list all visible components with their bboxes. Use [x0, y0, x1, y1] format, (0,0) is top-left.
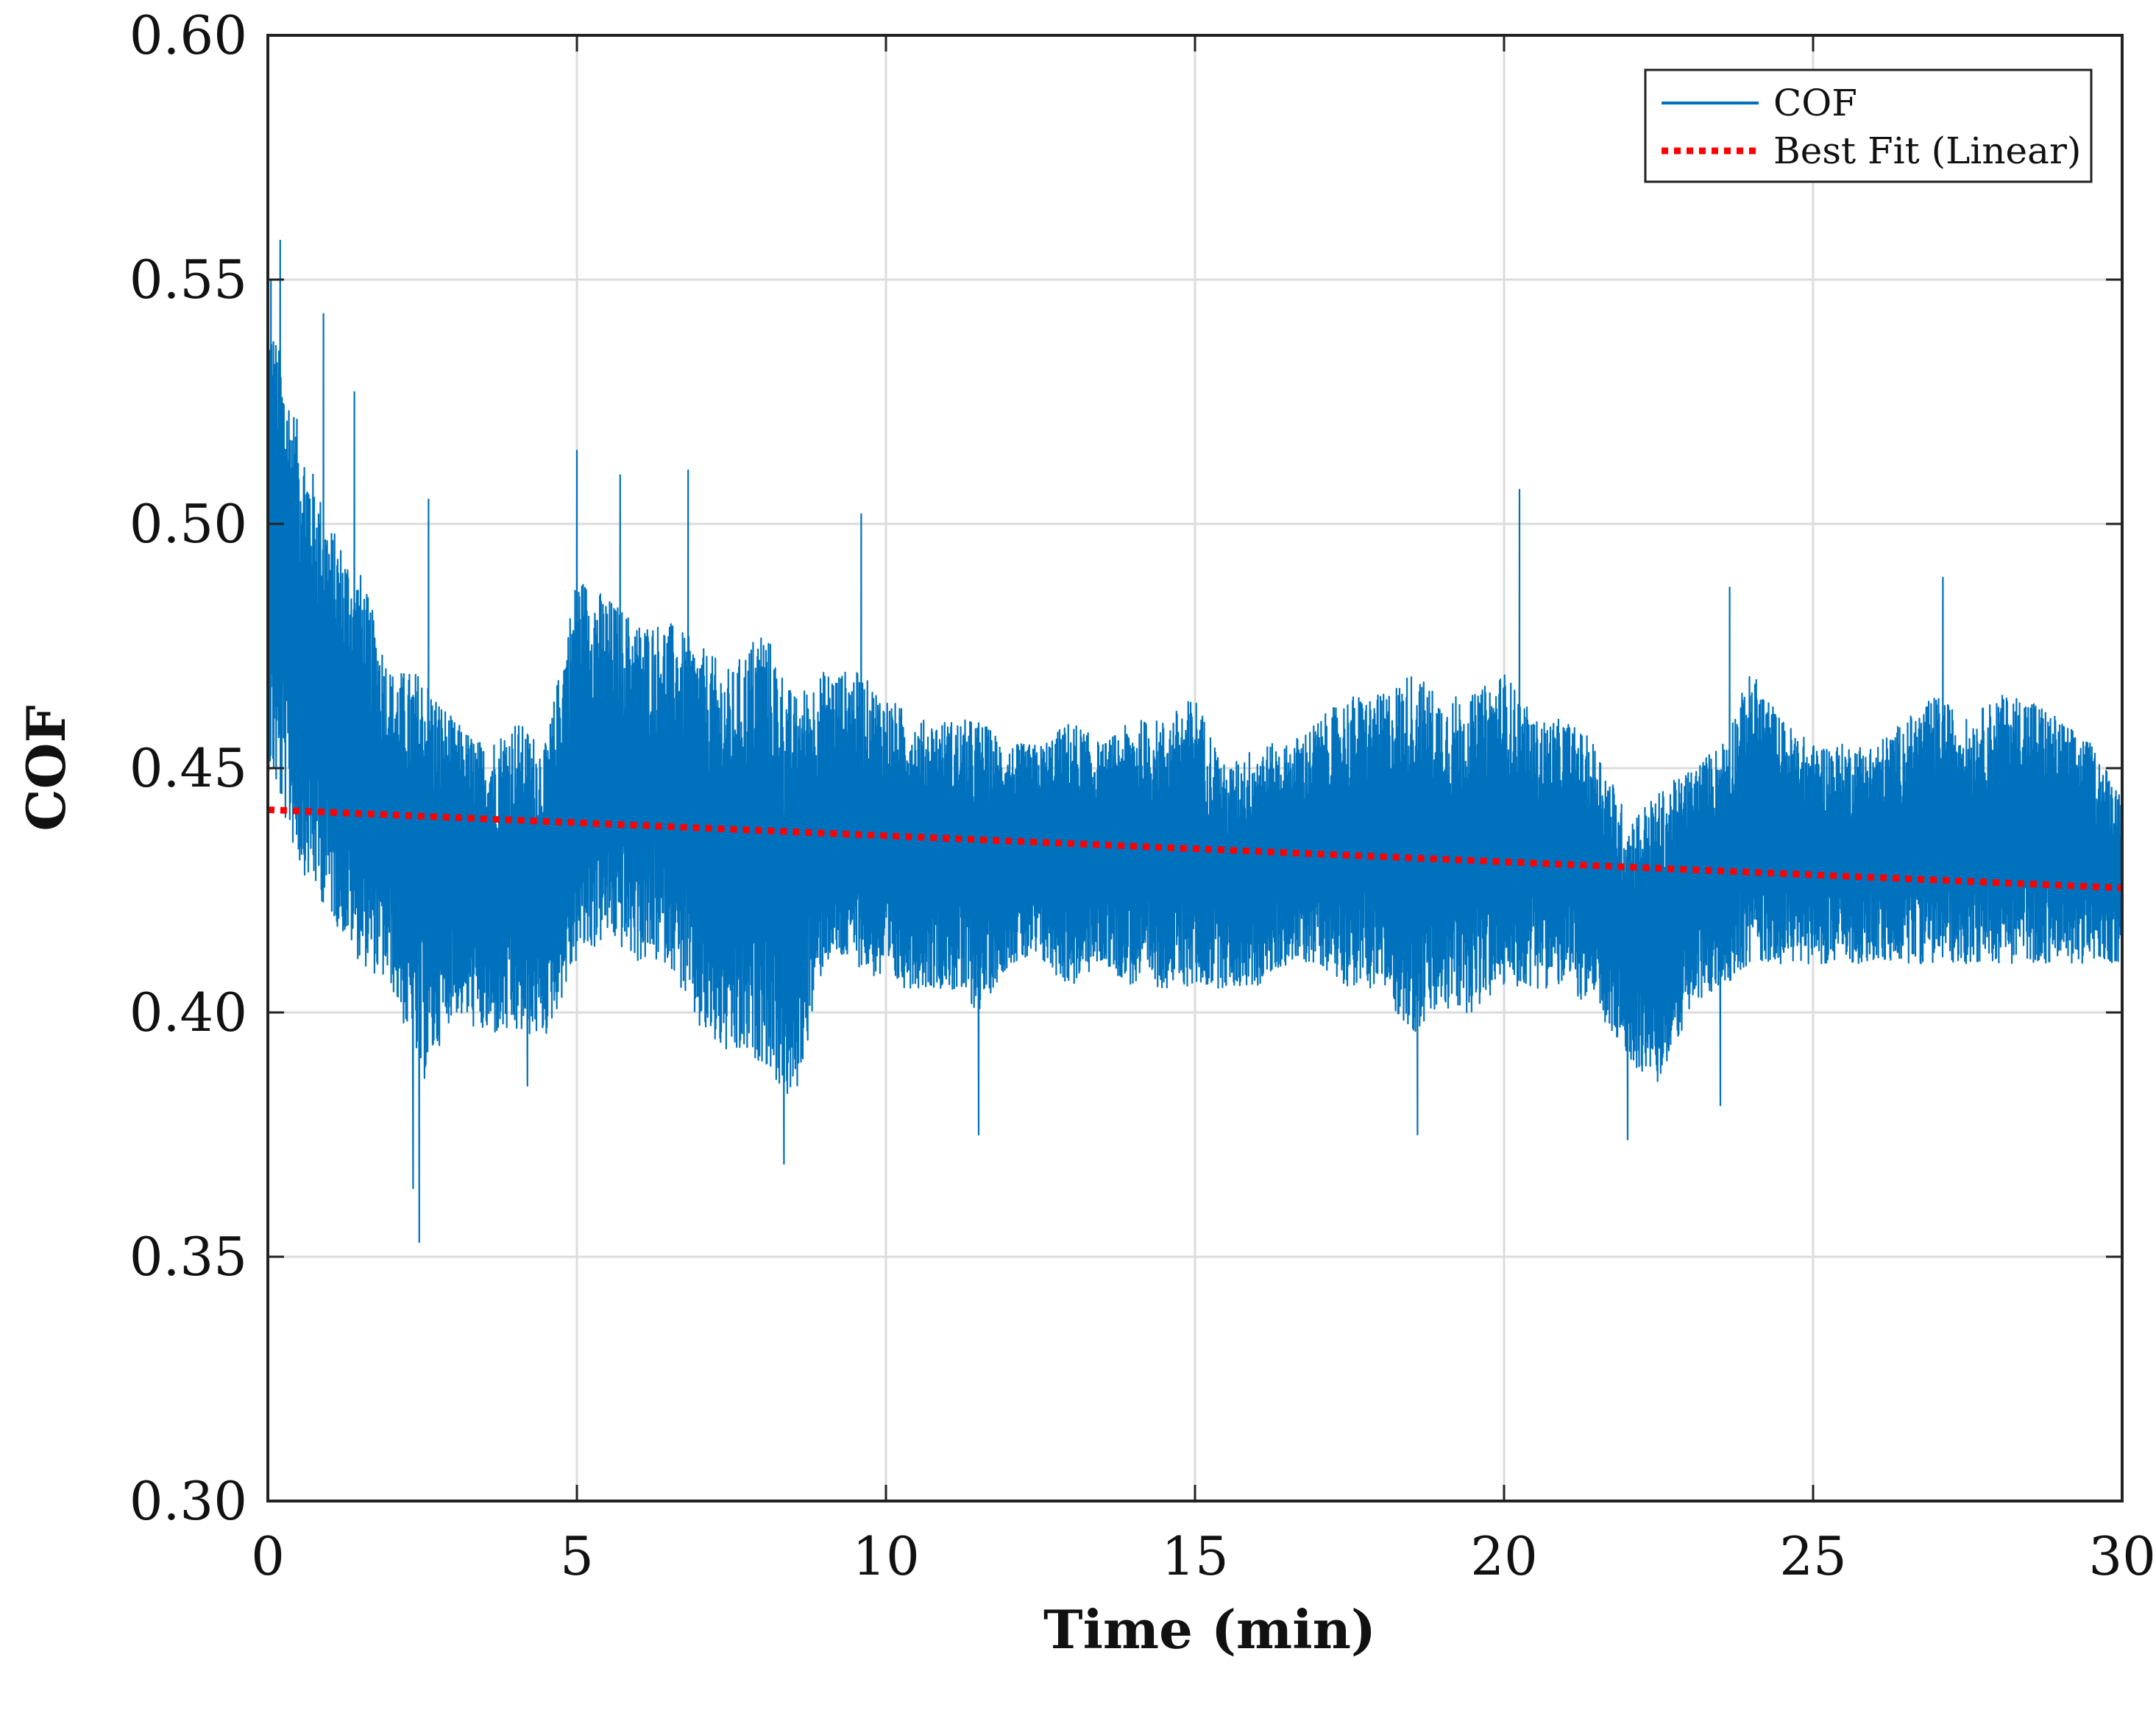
- y-tick-label: 0.40: [130, 982, 247, 1043]
- x-tick-label: 0: [251, 1525, 285, 1587]
- legend: COF Best Fit (Linear): [1644, 68, 2093, 183]
- fit-layer: [268, 806, 2122, 892]
- y-tick-label: 0.50: [130, 493, 247, 555]
- legend-box: [1644, 68, 2093, 183]
- x-tick-label: 25: [1779, 1525, 1847, 1587]
- cof-series-line: [268, 239, 2122, 1501]
- best-fit-line: [268, 806, 2122, 892]
- legend-label-cof: COF: [1773, 82, 1857, 124]
- y-tick-label: 0.55: [130, 249, 247, 311]
- x-tick-label: 30: [2088, 1525, 2156, 1587]
- y-tick-label: 0.35: [130, 1226, 247, 1288]
- x-tick-label: 20: [1470, 1525, 1538, 1587]
- x-axis-label: Time (min): [1043, 1598, 1376, 1661]
- series-layer: [268, 239, 2122, 1501]
- tick-layer: 0 5 10 15 20 25 30 0.30 0.35 0.40 0.45 0.50 0.55 0.60: [130, 4, 2156, 1587]
- y-axis-label: COF: [15, 705, 77, 831]
- x-tick-label: 15: [1161, 1525, 1229, 1587]
- x-tick-label: 5: [560, 1525, 594, 1587]
- y-tick-label: 0.60: [130, 4, 247, 66]
- x-tick-label: 10: [852, 1525, 920, 1587]
- legend-label-best-fit: Best Fit (Linear): [1773, 130, 2081, 172]
- y-tick-label: 0.30: [130, 1470, 247, 1532]
- y-tick-label: 0.45: [130, 737, 247, 799]
